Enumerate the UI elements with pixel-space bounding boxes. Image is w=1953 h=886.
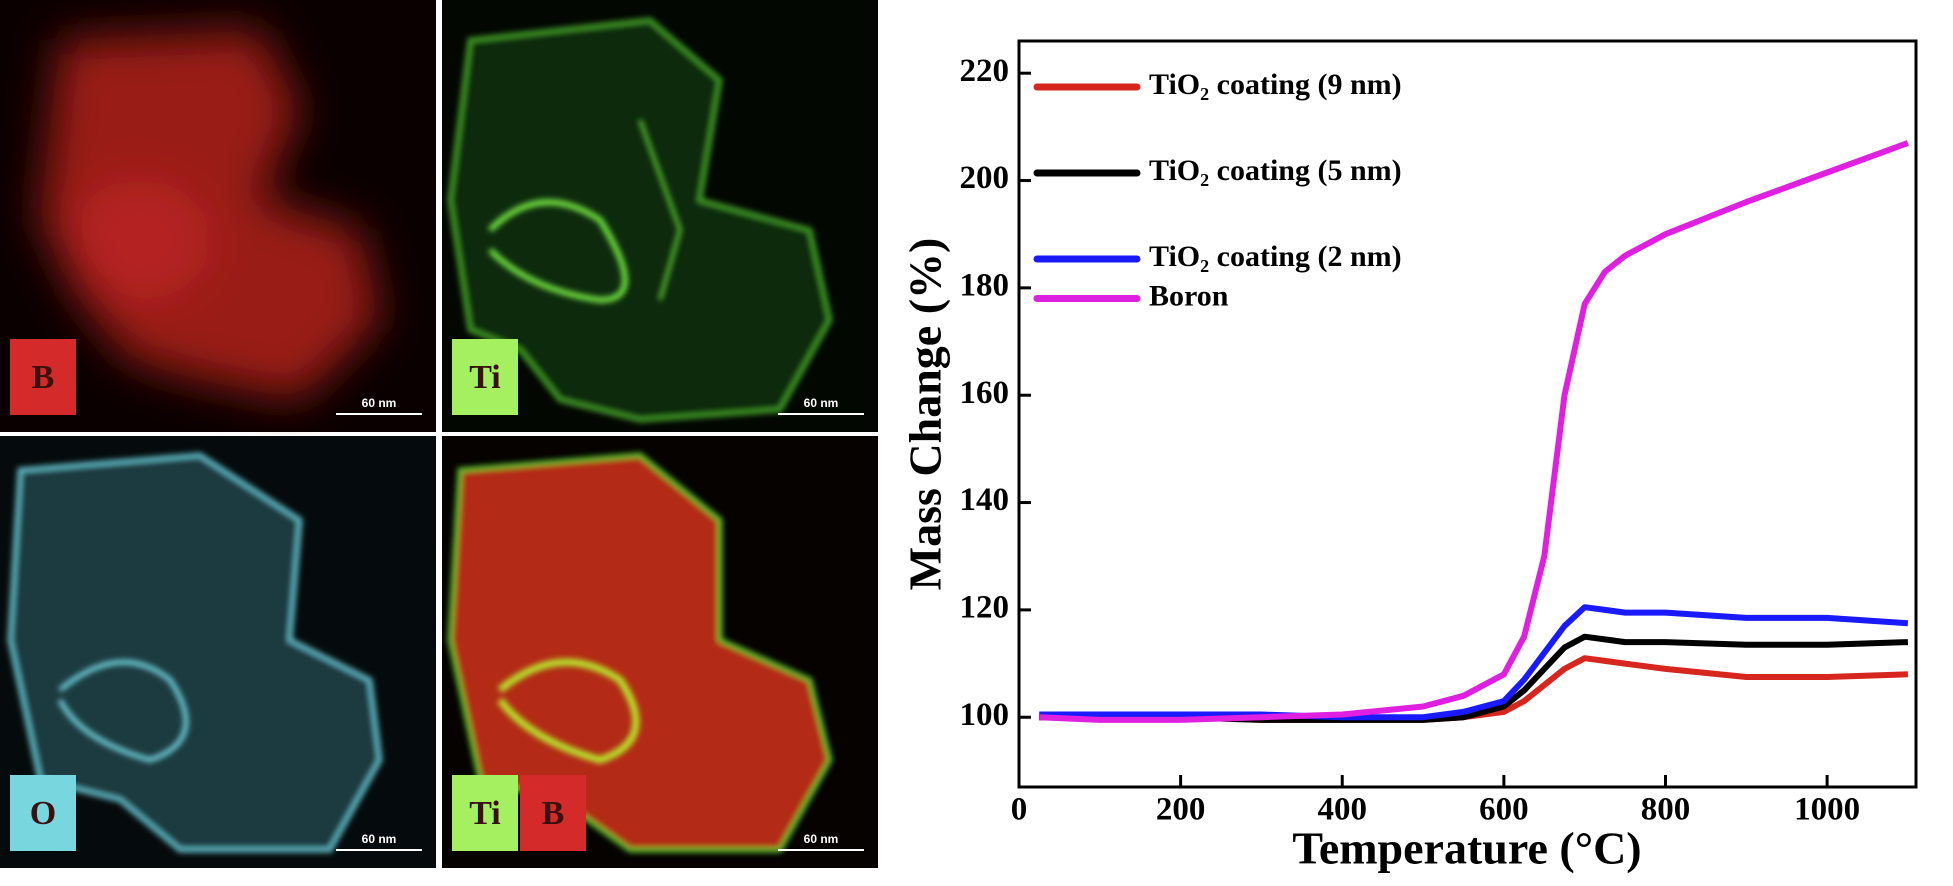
panel-label: B: [32, 359, 55, 396]
series-line: [1039, 604, 1909, 721]
label-box: [452, 339, 518, 415]
y-tick-label: 160: [960, 375, 1010, 411]
y-tick-label: 180: [960, 267, 1010, 303]
x-tick-label: 1000: [1794, 792, 1860, 828]
series-line: [1039, 140, 1909, 723]
x-axis-title: Temperature (°C): [1292, 823, 1641, 874]
legend-label: TiO₂ coating (9 nm): [1149, 68, 1402, 101]
x-tick-label: 600: [1479, 792, 1529, 828]
scale-label: 60 nm: [804, 832, 839, 846]
x-tick-label: 400: [1317, 792, 1367, 828]
legend-label: TiO₂ coating (5 nm): [1149, 154, 1402, 187]
map-ti: [442, 0, 878, 432]
panel-label: O: [30, 795, 56, 832]
legend-label: TiO₂ coating (2 nm): [1149, 240, 1402, 273]
scale-label: 60 nm: [804, 396, 839, 410]
y-axis-title: Mass Change (%): [900, 238, 951, 591]
panel-label: Ti: [469, 359, 501, 396]
y-tick-label: 120: [960, 589, 1010, 625]
x-tick-label: 0: [1011, 792, 1028, 828]
x-tick-label: 800: [1641, 792, 1691, 828]
scale-label: 60 nm: [362, 832, 397, 846]
map-o: [0, 436, 436, 868]
label-box: [10, 339, 76, 415]
panel-label: Ti: [469, 795, 501, 832]
scale-label: 60 nm: [362, 396, 397, 410]
label-box: [10, 775, 76, 851]
map-merged: [442, 436, 878, 868]
y-tick-label: 140: [960, 482, 1010, 518]
panel-label: B: [542, 795, 565, 832]
x-tick-label: 200: [1156, 792, 1206, 828]
plot-frame: [1017, 39, 1918, 789]
legend-label: Boron: [1149, 279, 1229, 312]
y-tick-label: 100: [960, 697, 1010, 733]
label-box: [452, 775, 518, 851]
y-tick-label: 200: [960, 160, 1010, 196]
label-box: [520, 775, 586, 851]
y-tick-label: 220: [960, 53, 1010, 89]
